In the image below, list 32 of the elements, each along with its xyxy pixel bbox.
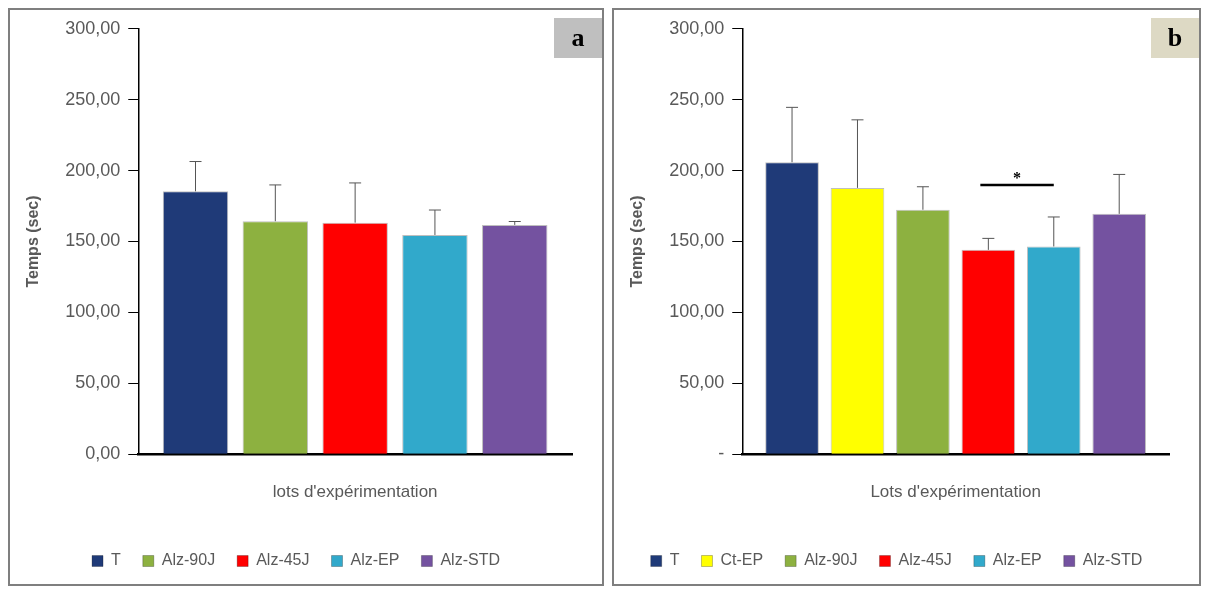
legend-label: T [669, 551, 680, 569]
legend-label: Alz-45J [256, 551, 310, 569]
y-tick-label: 0,00 [85, 443, 121, 464]
legend-label: Alz-90J [161, 551, 216, 569]
legend-label: Alz-45J [898, 551, 952, 569]
legend-label: Alz-EP [992, 551, 1042, 569]
annotation: a [554, 18, 602, 58]
y-tick-label: 150,00 [65, 230, 121, 251]
y-tick-label: 100,00 [669, 301, 725, 322]
y-tick-label: 100,00 [65, 301, 121, 322]
legend-label: Alz-STD [1082, 551, 1143, 569]
legend-label: Alz-STD [440, 551, 500, 569]
annotation: * [1013, 169, 1022, 187]
y-axis-title: Temps (sec) [24, 195, 42, 288]
legend-label: T [111, 551, 122, 569]
y-tick-label: 50,00 [679, 372, 725, 393]
legend-label: Alz-EP [350, 551, 400, 569]
y-tick-label: - [718, 443, 725, 464]
y-tick-label: 200,00 [669, 159, 725, 180]
y-tick-label: 50,00 [75, 372, 121, 393]
y-tick-label: 150,00 [669, 230, 725, 251]
annotation: b [1151, 18, 1199, 58]
y-tick-label: 250,00 [65, 88, 121, 109]
y-tick-label: 250,00 [669, 88, 725, 109]
y-axis-title: Temps (sec) [628, 195, 646, 288]
y-tick-label: 300,00 [669, 17, 725, 38]
x-axis-title: Lots d'expérimentation [870, 482, 1041, 502]
y-tick-label: 200,00 [65, 159, 121, 180]
legend-label: Alz-90J [804, 551, 858, 569]
legend-label: Ct-EP [720, 551, 764, 569]
x-axis-title: lots d'expérimentation [272, 482, 438, 502]
y-tick-label: 300,00 [65, 17, 121, 38]
